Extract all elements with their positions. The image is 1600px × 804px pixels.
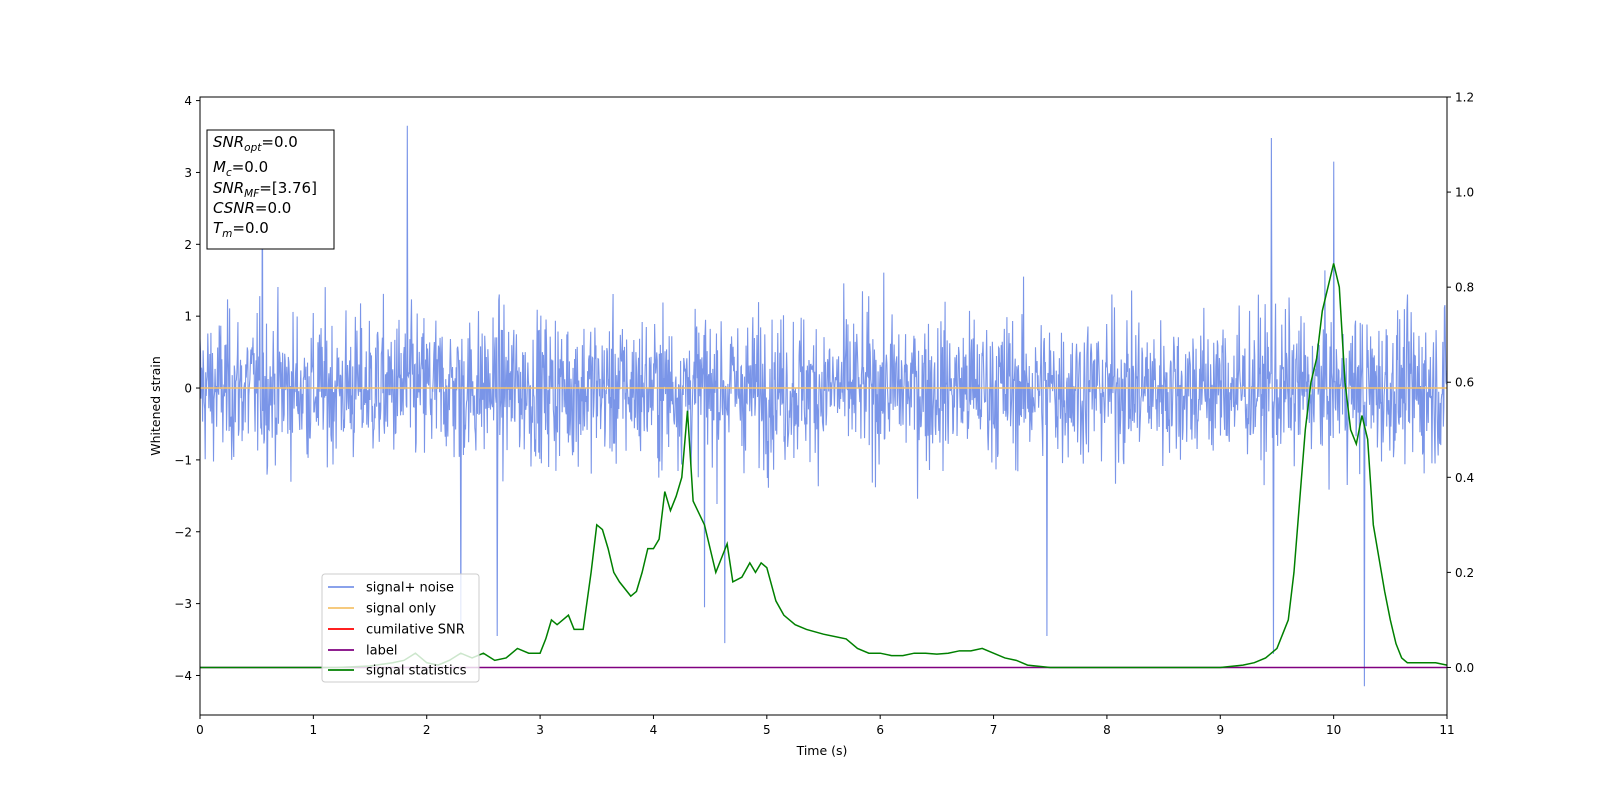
y-axis-label: Whitened strain	[148, 356, 163, 455]
legend-label: signal+ noise	[366, 581, 454, 596]
plot-frame	[199, 96, 1448, 716]
x-tick-label: 8	[1103, 723, 1111, 737]
info-line: SNRopt=0.0	[213, 133, 298, 154]
info-box-frame	[206, 129, 335, 250]
x-tick-label: 7	[990, 723, 998, 737]
x-tick-label: 0	[196, 723, 204, 737]
y-left-tick-label: 2	[184, 238, 192, 252]
x-tick-label: 9	[1216, 723, 1224, 737]
y-axis-left: −4 −3 −2 −1 0 1 2 3 4	[174, 94, 200, 683]
x-tick-label: 5	[763, 723, 771, 737]
legend-label: cumilative SNR	[366, 623, 465, 638]
x-axis-label: Time (s)	[796, 743, 848, 758]
info-line: Tm=0.0	[213, 219, 269, 240]
x-tick-label: 2	[423, 723, 431, 737]
y-left-tick-label: 3	[184, 166, 192, 180]
y-left-tick-label: −3	[174, 597, 192, 611]
info-line: Mc=0.0	[213, 158, 268, 179]
y-right-tick-label: 0.4	[1455, 471, 1474, 485]
legend: signal+ noise signal only cumilative SNR la…	[321, 573, 480, 683]
legend-label: signal statistics	[366, 664, 467, 679]
info-line: SNRMF=[3.76]	[213, 179, 317, 200]
y-right-tick-label: 0.0	[1455, 661, 1474, 675]
series-signal-noise-line	[200, 125, 1447, 687]
legend-label: signal only	[366, 602, 436, 617]
y-left-tick-label: −2	[174, 525, 192, 539]
x-tick-label: 1	[310, 723, 318, 737]
y-left-tick-label: −4	[174, 669, 192, 683]
info-line: CSNR=0.0	[213, 199, 291, 217]
x-tick-label: 3	[536, 723, 544, 737]
legend-label: label	[366, 644, 397, 659]
y-left-tick-label: −1	[174, 453, 192, 467]
x-tick-label: 10	[1326, 723, 1341, 737]
series-line-4	[200, 263, 1447, 669]
x-axis: 0 1 2 3 4 5 6 7 8 9 10 11	[196, 715, 1455, 737]
y-left-tick-label: 0	[184, 382, 192, 396]
y-right-tick-label: 0.6	[1455, 376, 1474, 390]
legend-frame	[321, 573, 480, 683]
y-left-tick-label: 4	[184, 94, 192, 108]
x-tick-label: 11	[1439, 723, 1454, 737]
y-axis-right: 0.0 0.2 0.4 0.6 0.8 1.0 1.2	[1447, 91, 1474, 675]
y-right-tick-label: 1.0	[1455, 186, 1474, 200]
x-tick-label: 4	[650, 723, 658, 737]
x-tick-label: 6	[876, 723, 884, 737]
signal-noise-series	[200, 125, 1447, 687]
y-right-tick-label: 1.2	[1455, 91, 1474, 105]
y-right-tick-label: 0.8	[1455, 281, 1474, 295]
y-right-tick-label: 0.2	[1455, 566, 1474, 580]
y-left-tick-label: 1	[184, 310, 192, 324]
